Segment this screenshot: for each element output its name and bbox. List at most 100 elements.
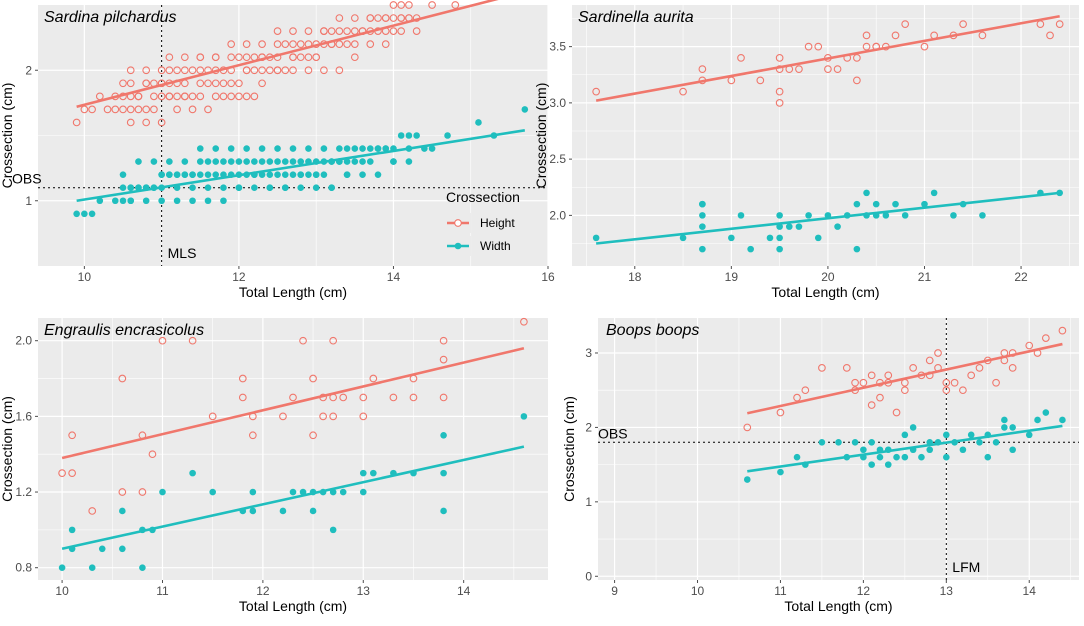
- data-point-width: [227, 158, 235, 165]
- data-point-height: [235, 53, 243, 62]
- data-point-width: [289, 158, 297, 165]
- data-point-width: [274, 158, 281, 165]
- data-point-height: [250, 92, 259, 101]
- y-tick-label: 1: [585, 495, 592, 509]
- x-tick-label: 14: [457, 584, 471, 598]
- data-point-height: [992, 378, 1000, 387]
- data-point-width: [266, 184, 274, 191]
- y-tick-label: 2.0: [15, 334, 32, 348]
- data-point-height: [350, 14, 359, 22]
- x-tick-label: 18: [628, 270, 642, 284]
- data-point-width: [305, 145, 312, 152]
- data-point-height: [289, 53, 297, 62]
- data-point-width: [181, 171, 189, 178]
- data-point-width: [189, 197, 196, 205]
- data-point-width: [249, 488, 257, 496]
- x-tick-label: 10: [55, 584, 69, 598]
- data-point-height: [273, 27, 282, 35]
- data-point-width: [204, 158, 212, 165]
- data-point-height: [158, 336, 167, 345]
- data-point-width: [289, 488, 297, 496]
- data-point-width: [88, 564, 96, 572]
- data-point-height: [219, 79, 228, 88]
- data-point-width: [279, 507, 287, 515]
- data-point-height: [157, 118, 166, 127]
- data-point-width: [309, 507, 317, 515]
- data-point-width: [150, 158, 158, 165]
- data-point-height: [776, 408, 785, 417]
- reference-label: MLS: [168, 245, 197, 261]
- data-point-width: [139, 564, 146, 572]
- data-point-height: [58, 469, 66, 477]
- data-point-height: [853, 76, 861, 85]
- data-point-width: [366, 145, 374, 152]
- data-point-height: [389, 1, 398, 9]
- data-point-width: [220, 158, 227, 165]
- data-point-height: [142, 79, 151, 88]
- data-point-height: [126, 105, 135, 114]
- data-point-width: [196, 171, 204, 178]
- data-point-width: [173, 171, 181, 178]
- chart-panel-3: 10 11 12 13 14 0.8 1.2 1.6 2.0 Engraulis encrasic…: [0, 317, 548, 614]
- data-point-width: [111, 197, 119, 205]
- data-point-height: [118, 374, 127, 383]
- data-point-width: [679, 234, 687, 242]
- data-point-height: [369, 374, 378, 383]
- data-point-height: [142, 66, 151, 75]
- data-point-height: [439, 355, 448, 364]
- data-point-height: [119, 105, 127, 114]
- data-point-height: [196, 92, 205, 101]
- data-point-height: [304, 66, 313, 75]
- x-tick-label: 12: [232, 270, 246, 284]
- data-point-width: [405, 132, 413, 139]
- y-tick-label: 0: [585, 569, 592, 583]
- data-point-width: [776, 245, 783, 253]
- data-point-height: [1055, 20, 1064, 28]
- data-point-width: [281, 184, 289, 191]
- data-point-height: [959, 20, 967, 28]
- data-point-height: [173, 92, 181, 101]
- data-point-height: [900, 386, 909, 395]
- data-point-height: [258, 66, 266, 75]
- data-point-height: [304, 27, 313, 35]
- data-point-width: [166, 171, 173, 178]
- data-point-width: [901, 453, 909, 461]
- data-point-height: [279, 412, 287, 421]
- trend-line-width: [76, 128, 526, 203]
- x-tick-label: 14: [387, 270, 401, 284]
- data-point-width: [297, 171, 305, 178]
- data-point-height: [148, 450, 157, 459]
- data-point-width: [135, 184, 142, 191]
- y-tick-label: 1.6: [15, 409, 32, 423]
- data-point-width: [747, 245, 754, 253]
- data-point-height: [235, 79, 243, 88]
- y-tick-label: 0.8: [15, 561, 32, 575]
- legend-item-label: Height: [480, 216, 515, 230]
- data-point-width: [901, 431, 909, 439]
- data-point-height: [68, 469, 76, 477]
- y-tick-label: 2.0: [549, 208, 566, 222]
- data-point-height: [814, 42, 823, 51]
- data-point-width: [1009, 424, 1016, 431]
- data-point-width: [834, 223, 841, 230]
- x-tick-label: 21: [918, 270, 932, 284]
- data-point-height: [188, 92, 197, 101]
- data-point-height: [150, 105, 158, 114]
- data-point-height: [273, 66, 282, 75]
- data-point-width: [189, 469, 196, 477]
- data-point-height: [795, 65, 803, 73]
- data-point-height: [165, 53, 174, 62]
- data-point-width: [204, 197, 212, 205]
- data-point-height: [891, 31, 900, 40]
- data-point-width: [359, 469, 367, 477]
- data-point-height: [867, 401, 876, 409]
- x-tick-label: 10: [691, 584, 705, 598]
- data-point-height: [934, 349, 942, 357]
- data-point-width: [1059, 416, 1066, 424]
- data-point-width: [1025, 431, 1033, 439]
- y-axis-label: Crossection (cm): [0, 83, 15, 189]
- data-point-width: [853, 245, 861, 253]
- data-point-height: [366, 14, 375, 22]
- data-point-height: [737, 54, 745, 62]
